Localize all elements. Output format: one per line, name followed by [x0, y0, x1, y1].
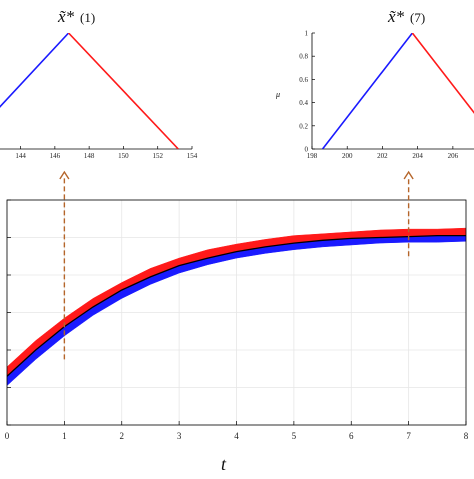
- inset-right-title-sub: (7): [410, 10, 425, 25]
- inset-right-y-tick-label: 1: [305, 30, 309, 38]
- main-x-tick-label: 4: [234, 431, 239, 441]
- main-x-tick-label: 3: [177, 431, 182, 441]
- main-panel: 0 1 2 3 4 5 6 7 8 t: [5, 170, 469, 474]
- inset-right-x-tick-label: 200: [342, 152, 353, 160]
- inset-right-y-tick-label: 0.8: [299, 53, 308, 61]
- inset-left-title: x̃* (1): [57, 7, 95, 26]
- main-x-tick-label: 6: [349, 431, 354, 441]
- inset-right-falling-line: [411, 33, 474, 114]
- inset-right-title: x̃* (7): [387, 7, 425, 26]
- inset-right-title-base: x̃*: [387, 7, 405, 26]
- inset-right-x-tick-label: 204: [412, 152, 423, 160]
- main-x-tick-label: 1: [62, 431, 67, 441]
- inset-left-x-tick-label: 150: [118, 152, 129, 160]
- inset-left-falling-line: [67, 33, 179, 149]
- main-y-ticks: [7, 199, 11, 426]
- inset-right-ylabel: μ: [275, 90, 280, 99]
- inset-left-title-base: x̃*: [57, 7, 75, 26]
- inset-left-title-sub: (1): [80, 10, 95, 25]
- inset-left-x-tick-label: 144: [15, 152, 26, 160]
- inset-right-ticks: 198 200 202 204 206 0 0.2 0.4 0.6 0.8 1: [299, 30, 458, 161]
- inset-left-x-tick-label: 154: [187, 152, 198, 160]
- main-annotations: [59, 170, 414, 360]
- main-x-tick-label: 0: [5, 431, 10, 441]
- inset-right-x-tick-label: 206: [448, 152, 459, 160]
- main-x-tick-label: 2: [120, 431, 125, 441]
- inset-right-y-tick-label: 0.4: [299, 99, 308, 107]
- inset-right-y-tick-label: 0: [305, 146, 309, 154]
- main-x-label: t: [221, 454, 227, 474]
- main-bands: [7, 227, 466, 386]
- inset-left-x-tick-label: 152: [152, 152, 163, 160]
- inset-left-x-ticks: 144 146 148 150 152 154: [15, 146, 198, 160]
- inset-left-x-tick-label: 146: [50, 152, 61, 160]
- main-x-tick-label: 7: [406, 431, 411, 441]
- annotation-arrow-head-2: [403, 170, 414, 180]
- inset-right-x-tick-label: 198: [307, 152, 318, 160]
- inset-right-y-tick-label: 0.6: [299, 76, 308, 84]
- inset-left: x̃* (1) 144 146 148 150 152 154: [0, 7, 198, 160]
- inset-left-x-tick-label: 148: [84, 152, 95, 160]
- inset-right-y-tick-label: 0.2: [299, 122, 308, 130]
- inset-left-membership: [0, 33, 179, 149]
- inset-right-membership: [321, 33, 474, 149]
- inset-right-rising-line: [321, 33, 414, 149]
- main-x-ticks: 0 1 2 3 4 5 6 7 8: [5, 421, 469, 441]
- main-x-tick-label: 8: [464, 431, 469, 441]
- inset-left-rising-line: [0, 33, 70, 108]
- center-line: [7, 234, 466, 377]
- inset-right: x̃* (7) μ 198 200 202 204 206 0 0.2 0.4 0.6 0.8 1: [275, 7, 474, 160]
- main-x-tick-label: 5: [292, 431, 297, 441]
- annotation-arrow-head-1: [59, 170, 70, 180]
- inset-right-x-tick-label: 202: [377, 152, 388, 160]
